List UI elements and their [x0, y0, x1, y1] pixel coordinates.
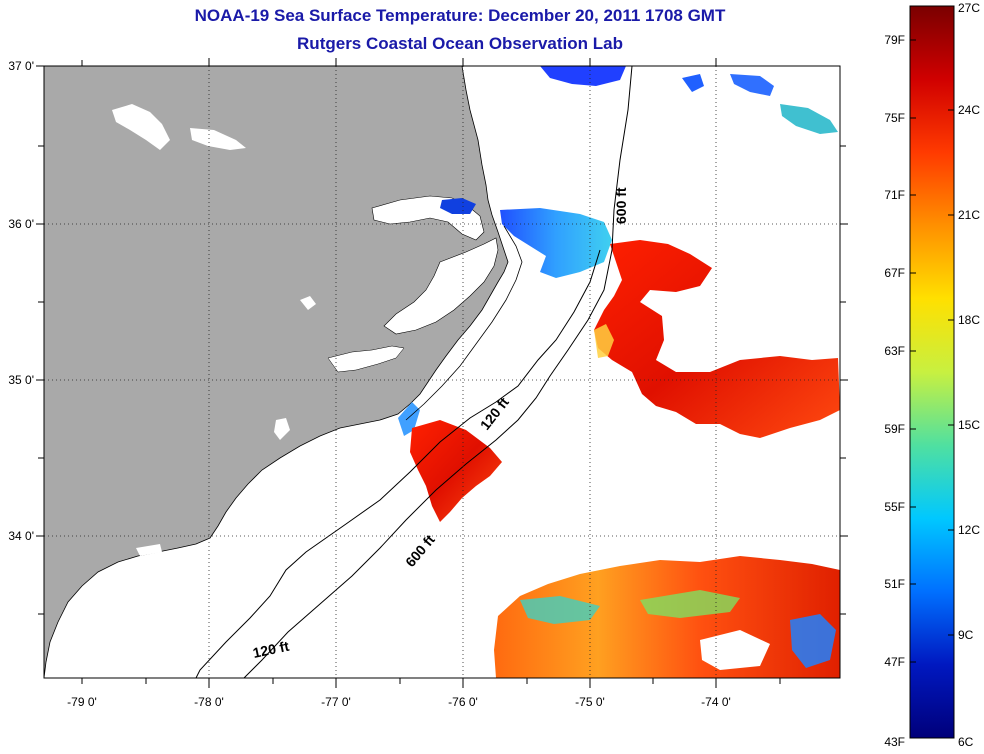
inland-lake-3 — [300, 296, 316, 310]
sst-cool-spots-southeast — [520, 596, 600, 624]
map-title: NOAA-19 Sea Surface Temperature: Decembe… — [194, 6, 726, 25]
lat-label-35: 35 0' — [8, 373, 34, 387]
colorbar-f-71: 71F — [884, 188, 905, 202]
colorbar-f-47: 47F — [884, 655, 905, 669]
sst-warm-gulf-stream — [594, 240, 840, 438]
sst-cool-patch-2 — [440, 198, 476, 214]
lat-label-37: 37 0' — [8, 59, 34, 73]
contour-label-120-south: 120 ft — [251, 638, 290, 661]
lon-label-75: -75 0' — [575, 695, 605, 709]
lon-label-79: -79 0' — [67, 695, 97, 709]
sst-cool-patch-1 — [500, 208, 612, 278]
colorbar-f-43: 43F — [884, 735, 905, 749]
colorbar-f-55: 55F — [884, 500, 905, 514]
inland-lake-1 — [112, 104, 170, 150]
sst-white-hole-southeast — [700, 630, 770, 670]
colorbar-f-51: 51F — [884, 577, 905, 591]
colorbar — [909, 5, 955, 739]
colorbar-c-6: 6C — [958, 735, 974, 749]
colorbar-c-21: 21C — [958, 208, 980, 222]
lat-label-36: 36 0' — [8, 217, 34, 231]
sst-warm-yellow-edge — [594, 324, 614, 358]
colorbar-c-12: 12C — [958, 523, 980, 537]
sst-blue-spot-southeast — [790, 614, 836, 668]
contour-600ft — [243, 66, 633, 678]
sst-cool-patch-3 — [540, 66, 626, 86]
inland-lake-2 — [190, 128, 246, 150]
lon-label-76: -76 0' — [448, 695, 478, 709]
lon-label-77: -77 0' — [321, 695, 351, 709]
lat-label-34: 34 0' — [8, 529, 34, 543]
colorbar-f-59: 59F — [884, 422, 905, 436]
sst-cool-patch-6 — [780, 104, 838, 134]
sst-green-spots-southeast — [640, 590, 740, 618]
lon-label-78: -78 0' — [194, 695, 224, 709]
graticule — [44, 66, 840, 678]
colorbar-ticks — [910, 39, 954, 663]
colorbar-f-67: 67F — [884, 266, 905, 280]
colorbar-c-27: 27C — [958, 1, 980, 15]
colorbar-c-9: 9C — [958, 628, 974, 642]
map-subtitle: Rutgers Coastal Ocean Observation Lab — [297, 34, 623, 53]
barrier-island-outline — [405, 225, 523, 421]
contour-120ft — [195, 249, 601, 678]
inland-lake-5 — [136, 544, 162, 556]
pamlico-sound — [383, 237, 499, 335]
colorbar-f-75: 75F — [884, 111, 905, 125]
neuse-river — [327, 345, 405, 373]
contour-label-600-north: 600 ft — [613, 187, 629, 224]
colorbar-f-63: 63F — [884, 344, 905, 358]
lon-label-74: -74 0' — [701, 695, 731, 709]
colorbar-c-15: 15C — [958, 418, 980, 432]
axis-ticks — [36, 58, 848, 688]
sst-cool-patch-5 — [730, 74, 774, 96]
colorbar-f-79: 79F — [884, 33, 905, 47]
colorbar-c-18: 18C — [958, 313, 980, 327]
sst-cool-patch-4 — [682, 74, 704, 92]
colorbar-c-24: 24C — [958, 103, 980, 117]
inland-lake-4 — [274, 418, 290, 440]
map-frame — [43, 65, 841, 679]
sst-warm-patch-south — [410, 420, 502, 522]
